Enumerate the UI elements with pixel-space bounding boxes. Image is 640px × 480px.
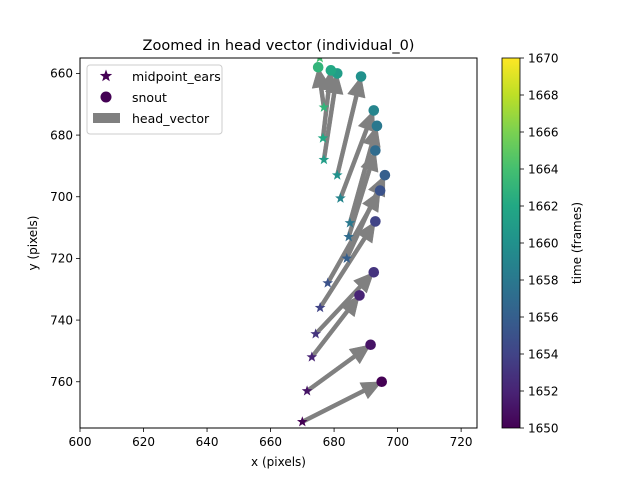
midpoint-ears-point bbox=[341, 252, 353, 263]
colorbar-gradient bbox=[501, 57, 521, 429]
circle-icon bbox=[100, 91, 112, 103]
snout-point bbox=[355, 71, 367, 82]
colorbar-tick-label: 1656 bbox=[528, 310, 559, 324]
midpoint-ears-point bbox=[335, 192, 346, 203]
midpoint-ears-point bbox=[296, 416, 308, 427]
y-tick-label: 700 bbox=[50, 190, 73, 204]
y-axis-label: y (pixels) bbox=[26, 216, 40, 271]
snout-point bbox=[370, 216, 381, 227]
y-tick-label: 720 bbox=[50, 252, 73, 266]
x-tick-label: 680 bbox=[323, 435, 346, 449]
chart-title: Zoomed in head vector (individual_0) bbox=[143, 38, 415, 54]
midpoint-ears-point bbox=[322, 277, 334, 288]
x-tick-label: 660 bbox=[259, 435, 282, 449]
legend-label-snout: snout bbox=[132, 90, 167, 105]
y-tick-label: 740 bbox=[50, 313, 73, 327]
x-tick-label: 620 bbox=[132, 435, 155, 449]
snout-point bbox=[371, 120, 383, 132]
y-tick-label: 680 bbox=[50, 128, 73, 142]
colorbar-tick-label: 1662 bbox=[528, 199, 559, 213]
snout-point bbox=[312, 61, 324, 73]
head-vector-arrows bbox=[301, 66, 386, 424]
arrow-patch-icon bbox=[93, 113, 120, 123]
snout-point bbox=[370, 145, 381, 156]
midpoint-ears-point bbox=[306, 351, 318, 362]
colorbar-tick-label: 1658 bbox=[528, 273, 559, 287]
midpoint-ears-point bbox=[331, 169, 343, 180]
x-axis-label: x (pixels) bbox=[251, 455, 306, 469]
legend-label-midpoint-ears: midpoint_ears bbox=[132, 69, 221, 84]
colorbar-tick-label: 1670 bbox=[528, 51, 559, 65]
midpoint-ears-point bbox=[314, 302, 326, 313]
colorbar-tick-label: 1652 bbox=[528, 384, 559, 398]
midpoint-ears-point bbox=[318, 154, 330, 165]
legend-box bbox=[86, 64, 223, 135]
y-axis: 660 680 700 720 740 760 bbox=[50, 67, 80, 389]
head-vector-arrow bbox=[311, 66, 331, 108]
legend: midpoint_ears snout head_vector bbox=[86, 64, 223, 135]
head-vector-arrow bbox=[318, 220, 376, 310]
snout-point bbox=[376, 376, 388, 388]
y-tick-label: 660 bbox=[50, 67, 73, 81]
snout-point bbox=[368, 266, 380, 278]
x-tick-label: 720 bbox=[450, 435, 473, 449]
snout-point bbox=[368, 105, 380, 116]
midpoint-ears-point bbox=[310, 328, 321, 339]
plot-frame bbox=[79, 57, 478, 429]
x-tick-label: 700 bbox=[386, 435, 409, 449]
colorbar: 1650 1652 1654 1656 1658 1660 1662 1664 1666 1668… bbox=[501, 51, 584, 435]
head-vector-arrow bbox=[301, 381, 383, 424]
head-vector-arrow bbox=[305, 344, 372, 393]
y-tick-label: 760 bbox=[50, 375, 73, 389]
data-points bbox=[296, 58, 391, 427]
head-vector-arrow bbox=[313, 271, 375, 336]
star-icon bbox=[99, 69, 113, 82]
snout-point bbox=[354, 290, 365, 301]
colorbar-tick-label: 1666 bbox=[528, 125, 559, 139]
midpoint-ears-point bbox=[344, 217, 356, 228]
midpoint-ears-point bbox=[316, 58, 324, 63]
x-tick-label: 600 bbox=[69, 435, 92, 449]
legend-label-head-vector: head_vector bbox=[132, 111, 210, 126]
colorbar-tick-label: 1664 bbox=[528, 162, 559, 176]
snout-point bbox=[365, 339, 376, 351]
snout-point bbox=[379, 169, 391, 181]
colorbar-tick-label: 1654 bbox=[528, 347, 559, 361]
midpoint-ears-point bbox=[301, 385, 313, 396]
midpoint-ears-point bbox=[343, 231, 355, 242]
midpoint-ears-point bbox=[318, 101, 330, 112]
head-vector-arrow bbox=[335, 75, 366, 176]
colorbar-label: time (frames) bbox=[570, 202, 584, 284]
snout-point bbox=[325, 65, 337, 76]
colorbar-tick-label: 1668 bbox=[528, 88, 559, 102]
midpoint-ears-point bbox=[317, 132, 329, 143]
head-vector-arrow bbox=[338, 109, 376, 200]
colorbar-tick-label: 1660 bbox=[528, 236, 559, 250]
colorbar-ticks: 1650 1652 1654 1656 1658 1660 1662 1664 1666 1668… bbox=[520, 51, 559, 435]
x-axis: 600 620 640 660 680 700 720 bbox=[69, 428, 473, 449]
colorbar-tick-label: 1650 bbox=[528, 421, 559, 435]
x-tick-label: 640 bbox=[196, 435, 219, 449]
snout-point bbox=[374, 185, 386, 196]
